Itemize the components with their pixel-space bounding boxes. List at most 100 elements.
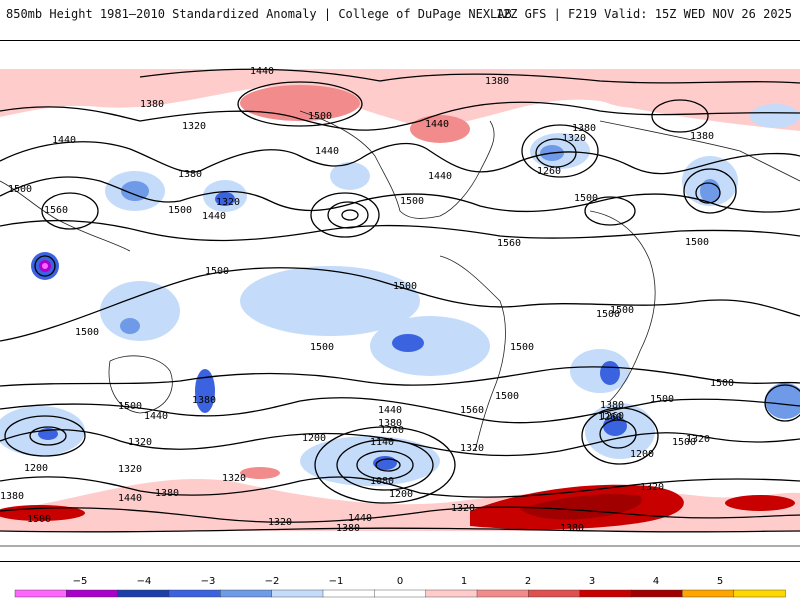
contour-label: 1380 (178, 169, 202, 180)
contour-label: 1260 (380, 425, 404, 436)
contour-label: 1440 (250, 66, 274, 77)
header: 850mb Height 1981–2010 Standardized Anom… (0, 0, 800, 30)
contour-label: 1500 (610, 305, 634, 316)
colorbar-segment (322, 589, 375, 598)
negative-anomaly-aus (195, 369, 215, 413)
anomaly-colorbar: −5 −4 −3 −2 −1 0 1 2 3 4 5 (0, 572, 800, 600)
colorbar-tick-label: 3 (589, 576, 595, 587)
contour-label: 1320 (268, 517, 292, 528)
colorbar-segment (168, 589, 221, 598)
contour-label: 1500 (685, 237, 709, 248)
contour-label: 1440 (378, 405, 402, 416)
positive-anomaly-north (0, 69, 800, 131)
colorbar-tick-label: −1 (329, 576, 344, 587)
contour-label: 1440 (428, 171, 452, 182)
contour-label: 1440 (118, 493, 142, 504)
contour-label: 1500 (650, 394, 674, 405)
australia-coast (108, 355, 173, 414)
contour-label: 1380 (192, 395, 216, 406)
colorbar-segment (117, 589, 170, 598)
negative-anomaly-south-atlantic (570, 349, 630, 393)
eurasia-coast (599, 120, 800, 182)
colorbar-tick-label: 2 (525, 576, 531, 587)
negative-anomaly-siberia-core (121, 181, 149, 201)
contour-label: 1380 (572, 123, 596, 134)
colorbar-tick-label: 4 (653, 576, 659, 587)
contour-label: 1140 (370, 437, 394, 448)
colorbar-segment (476, 589, 529, 598)
contour-label: 1380 (600, 400, 624, 411)
contour-label: 1200 (630, 449, 654, 460)
colorbar-tick-label: 0 (397, 576, 403, 587)
colorbar-segment (374, 589, 427, 598)
colorbar-segment (271, 589, 324, 598)
contour-label: 1320 (640, 482, 664, 493)
contour-label: 1500 (308, 111, 332, 122)
contour-label: 1560 (460, 405, 484, 416)
contour-label: 1500 (710, 378, 734, 389)
africa-coast (589, 210, 656, 402)
contour-label: 1500 (495, 391, 519, 402)
contour-label: 1560 (497, 238, 521, 249)
contour-label: 1320 (216, 197, 240, 208)
negative-anomaly-south-pacific (300, 436, 440, 486)
colorbar-segment (425, 589, 478, 598)
colorbar-tick-label: 1 (461, 576, 467, 587)
colorbar-tick-label: −4 (137, 576, 152, 587)
positive-anomaly-canada (410, 115, 470, 143)
anomaly-map[interactable]: 1440 1380 1380 1500 1320 1440 1440 1380 … (0, 40, 800, 562)
contour-label: 1380 (378, 418, 402, 429)
contour-label: 1200 (24, 463, 48, 474)
contour-label: 1320 (118, 464, 142, 475)
contour-label: 1320 (451, 503, 475, 514)
contour-label: 1500 (393, 281, 417, 292)
contour-label: 1260 (598, 412, 622, 423)
contour-label: 1380 (690, 131, 714, 142)
contour-label: 1320 (562, 133, 586, 144)
negative-anomaly-aleutian-core (215, 192, 235, 206)
contour-label: 1200 (302, 433, 326, 444)
contour-label: 1500 (75, 327, 99, 338)
positive-anomaly-russia (600, 84, 680, 108)
contour-label: 1320 (460, 443, 484, 454)
anomaly-shading (0, 69, 800, 531)
contour-labels: 1440 1380 1380 1500 1320 1440 1440 1380 … (0, 66, 734, 534)
contour-label: 1260 (600, 411, 624, 422)
map-canvas: 1440 1380 1380 1500 1320 1440 1440 1380 … (0, 66, 800, 547)
contour-label: 1500 (510, 342, 534, 353)
contour-label: 1440 (348, 513, 372, 524)
map-title: 850mb Height 1981–2010 Standardized Anom… (6, 7, 512, 21)
contour-label: 1560 (44, 205, 68, 216)
colorbar-segment (579, 589, 632, 598)
contour-label: 1500 (205, 266, 229, 277)
colorbar-segment (66, 589, 119, 598)
contour-label: 1320 (182, 121, 206, 132)
contour-label: 1500 (8, 184, 32, 195)
colorbar-tick-label: 5 (717, 576, 723, 587)
contour-label: 1320 (686, 434, 710, 445)
negative-anomaly-gulf (330, 162, 370, 190)
contour-label: 1440 (144, 411, 168, 422)
colorbar-segment (528, 589, 581, 598)
negative-anomaly-med (750, 104, 800, 128)
contour-label: 1500 (310, 342, 334, 353)
colorbar-segment (630, 589, 683, 598)
negative-anomaly-sopac (370, 316, 490, 376)
colorbar-segment (733, 589, 786, 598)
colorbar-tick-label: −2 (265, 576, 280, 587)
contour-label: 1320 (222, 473, 246, 484)
contour-label: 1200 (389, 489, 413, 500)
contour-label: 1380 (155, 488, 179, 499)
colorbar-segment (14, 589, 67, 598)
contour-label: 1320 (128, 437, 152, 448)
contour-label: 1380 (560, 523, 584, 534)
contour-label: 1440 (425, 119, 449, 130)
contour-label: 1080 (370, 476, 394, 487)
height-contours (0, 68, 800, 533)
colorbar-tick-label: −5 (73, 576, 88, 587)
colorbar-segment (220, 589, 273, 598)
contour-label: 1440 (52, 135, 76, 146)
contour-label: 1380 (336, 523, 360, 534)
contour-label: 1500 (400, 196, 424, 207)
contour-label: 1380 (0, 491, 24, 502)
